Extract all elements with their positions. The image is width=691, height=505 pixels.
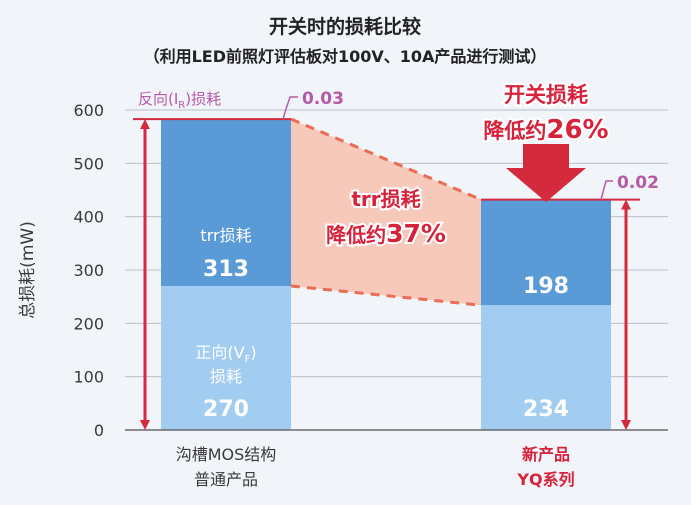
category-label-conventional-line1: 沟槽MOS结构 bbox=[176, 445, 277, 464]
trr-series-label: trr损耗 bbox=[200, 226, 251, 245]
y-tick-label: 400 bbox=[73, 208, 104, 227]
trr-value-label-left: 313 bbox=[203, 257, 249, 282]
trr-reduction-wedge bbox=[291, 119, 481, 306]
switching-reduction-line1: 开关损耗 bbox=[504, 83, 588, 107]
y-tick-label: 300 bbox=[73, 261, 104, 280]
dashed-line-top bbox=[290, 117, 482, 201]
bars bbox=[161, 119, 611, 430]
bar-trr-1 bbox=[481, 199, 611, 306]
y-tick-labels: 0 100 200 300 400 500 600 bbox=[73, 101, 104, 440]
trr-reduction-line1: trr损耗 bbox=[351, 187, 420, 211]
y-axis-label: 总损耗(mW) bbox=[18, 221, 38, 319]
category-label-new-line2: YQ系列 bbox=[516, 470, 574, 489]
bar-trr-0 bbox=[161, 119, 291, 286]
category-label-conventional-line2: 普通产品 bbox=[194, 470, 258, 489]
chart-subtitle: （利用LED前照灯评估板对100V、10A产品进行测试） bbox=[144, 47, 547, 66]
reverse-leader-right bbox=[600, 180, 613, 200]
y-tick-label: 100 bbox=[73, 368, 104, 387]
switching-reduction-line2: 降低约26% bbox=[483, 115, 608, 145]
forward-series-label: 正向(VF) bbox=[195, 343, 256, 365]
reverse-value-label-left: 0.03 bbox=[302, 89, 344, 109]
y-tick-label: 200 bbox=[73, 314, 104, 333]
chart-title: 开关时的损耗比较 bbox=[269, 15, 421, 38]
forward-value-label-left: 270 bbox=[203, 397, 249, 422]
y-tick-label: 600 bbox=[73, 101, 104, 120]
reverse-leader-left bbox=[282, 96, 298, 120]
y-tick-label: 0 bbox=[94, 421, 104, 440]
forward-series-label-line2: 损耗 bbox=[210, 367, 242, 386]
reverse-value-label-right: 0.02 bbox=[617, 173, 659, 193]
trr-value-label-right: 198 bbox=[523, 274, 569, 299]
forward-value-label-right: 234 bbox=[523, 397, 569, 422]
category-label-new-line1: 新产品 bbox=[522, 445, 570, 464]
y-tick-label: 500 bbox=[73, 154, 104, 173]
trr-reduction-line2: 降低约37% bbox=[326, 219, 446, 248]
reverse-loss-legend: 反向(IR)损耗 bbox=[138, 90, 221, 111]
bar-forward-0 bbox=[161, 286, 291, 430]
down-arrow-icon bbox=[506, 144, 586, 202]
bar-forward-1 bbox=[481, 305, 611, 430]
